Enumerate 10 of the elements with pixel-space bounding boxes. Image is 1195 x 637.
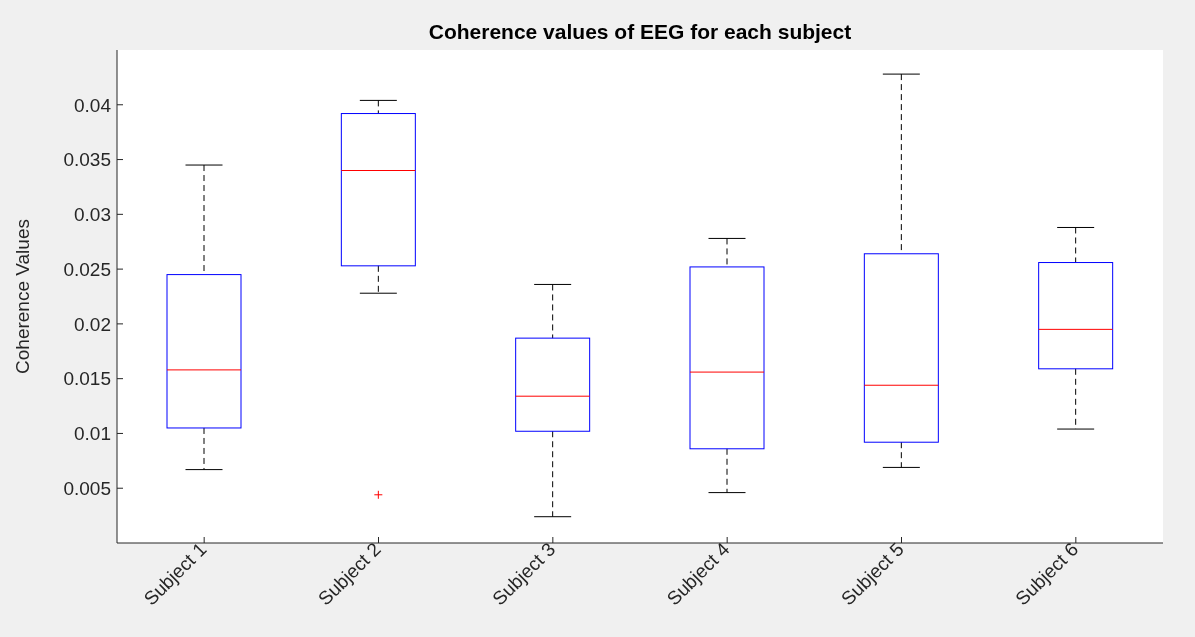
chart-title: Coherence values of EEG for each subject [427, 20, 853, 44]
y-tick-label: 0.005 [63, 477, 111, 499]
y-tick-label: 0.035 [63, 149, 111, 171]
y-tick-label: 0.04 [74, 94, 112, 116]
y-tick-label: 0.02 [74, 313, 111, 335]
y-tick-label: 0.01 [74, 423, 111, 445]
y-tick-label: 0.03 [74, 204, 111, 226]
y-tick-label: 0.015 [63, 368, 111, 390]
y-tick-label: 0.025 [63, 258, 111, 280]
y-axis-title: Coherence Values [11, 219, 33, 374]
